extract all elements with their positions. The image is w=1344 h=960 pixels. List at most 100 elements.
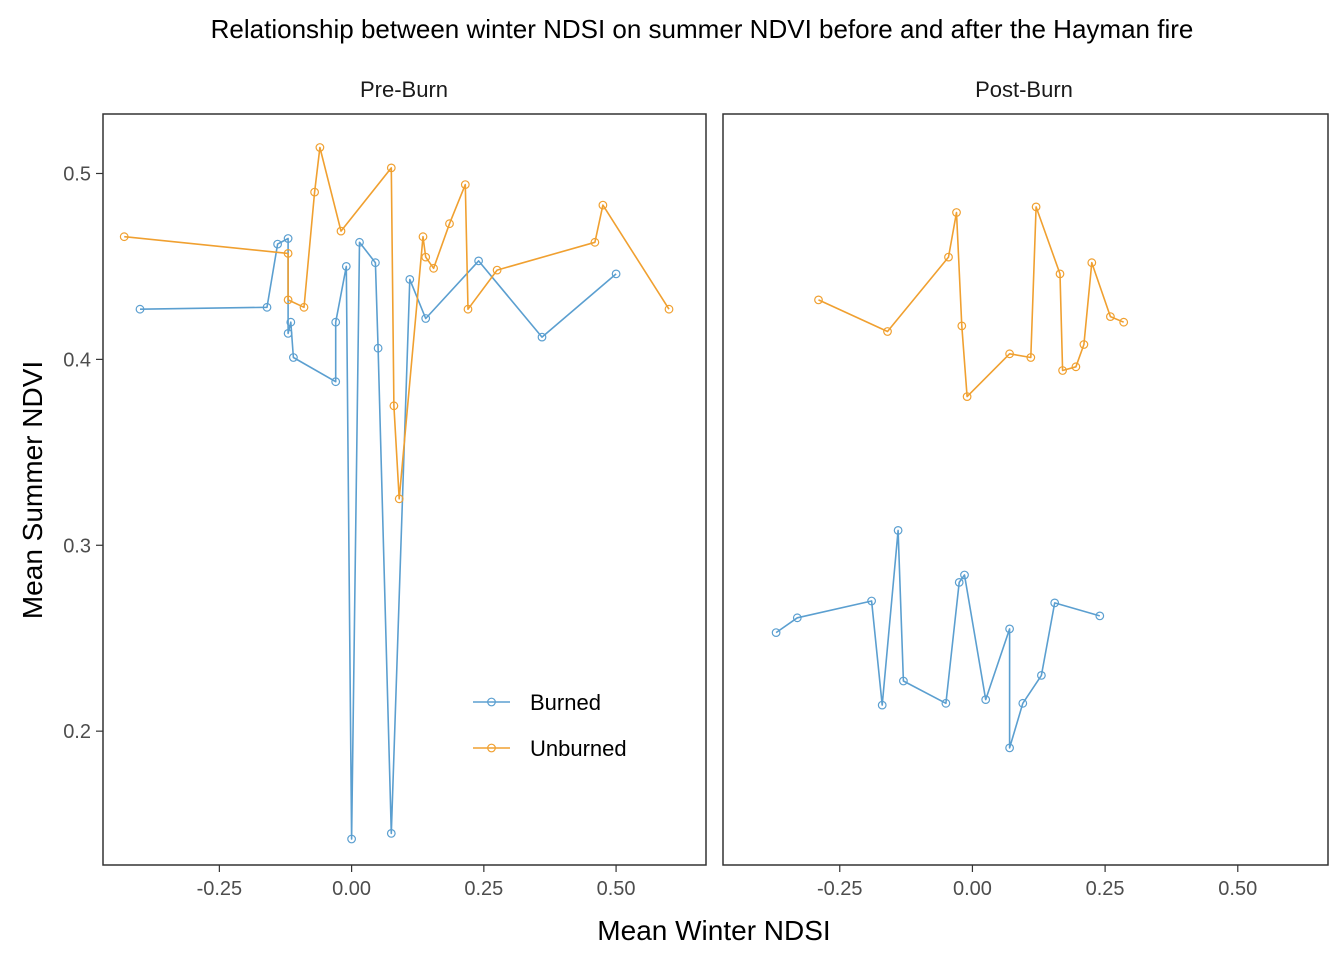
point-pre-burn-unburned-9 bbox=[394, 494, 404, 504]
y-tick-label-1: 0.3 bbox=[63, 535, 91, 557]
point-pre-burn-unburned-7 bbox=[386, 163, 396, 173]
point-post-burn-burned-5 bbox=[899, 676, 908, 686]
point-post-burn-unburned-10 bbox=[1058, 366, 1067, 375]
point-post-burn-burned-9 bbox=[981, 695, 991, 704]
point-post-burn-unburned-8 bbox=[1031, 202, 1041, 212]
point-pre-burn-burned-5 bbox=[286, 317, 296, 327]
y-tick-label-3: 0.5 bbox=[63, 163, 91, 185]
point-post-burn-burned-11 bbox=[1005, 743, 1014, 753]
legend-label-burned: Burned bbox=[530, 690, 601, 715]
point-post-burn-burned-2 bbox=[867, 596, 876, 606]
series-pre-burn-unburned bbox=[119, 143, 674, 504]
point-pre-burn-burned-16 bbox=[421, 314, 431, 323]
series-line-pre-burn-unburned bbox=[124, 146, 670, 500]
point-post-burn-unburned-1 bbox=[883, 327, 892, 336]
point-pre-burn-unburned-14 bbox=[460, 180, 470, 190]
point-post-burn-unburned-9 bbox=[1055, 269, 1065, 279]
x-tick-label-pre-burn-3: 0.50 bbox=[597, 878, 636, 900]
point-post-burn-unburned-3 bbox=[952, 208, 961, 217]
point-pre-burn-unburned-17 bbox=[590, 237, 600, 247]
point-pre-burn-unburned-16 bbox=[492, 265, 502, 275]
series-line-post-burn-unburned bbox=[818, 206, 1125, 398]
point-pre-burn-unburned-3 bbox=[299, 302, 309, 312]
y-tick-label-2: 0.4 bbox=[63, 349, 91, 371]
point-post-burn-unburned-0 bbox=[814, 295, 823, 305]
point-pre-burn-burned-14 bbox=[386, 829, 396, 838]
panel-frame-post-burn bbox=[722, 113, 1329, 866]
series-post-burn-burned bbox=[771, 526, 1105, 753]
chart-title: Relationship between winter NDSI on summ… bbox=[211, 14, 1194, 44]
point-post-burn-burned-14 bbox=[1050, 598, 1060, 608]
point-pre-burn-unburned-6 bbox=[336, 226, 346, 236]
x-tick-label-post-burn-3: 0.50 bbox=[1218, 878, 1257, 900]
point-pre-burn-burned-18 bbox=[537, 332, 547, 342]
point-pre-burn-unburned-8 bbox=[389, 401, 399, 411]
point-pre-burn-unburned-1 bbox=[283, 248, 293, 258]
x-tick-label-post-burn-1: 0.00 bbox=[953, 878, 992, 900]
point-post-burn-burned-0 bbox=[771, 628, 781, 637]
point-pre-burn-burned-19 bbox=[611, 269, 621, 279]
point-pre-burn-burned-0 bbox=[135, 304, 145, 314]
x-tick-label-post-burn-2: 0.25 bbox=[1086, 878, 1125, 900]
x-axis-title: Mean Winter NDSI bbox=[597, 915, 830, 946]
point-post-burn-burned-1 bbox=[792, 613, 802, 623]
point-post-burn-burned-8 bbox=[960, 570, 969, 580]
point-post-burn-burned-15 bbox=[1095, 611, 1105, 621]
x-tick-label-pre-burn-1: 0.00 bbox=[332, 878, 371, 900]
y-axis-title: Mean Summer NDVI bbox=[17, 361, 48, 619]
point-post-burn-burned-13 bbox=[1036, 671, 1046, 680]
point-post-burn-unburned-15 bbox=[1119, 317, 1129, 327]
point-pre-burn-unburned-0 bbox=[119, 232, 129, 242]
point-post-burn-unburned-11 bbox=[1071, 362, 1081, 372]
legend: Burned Unburned bbox=[473, 690, 627, 761]
point-post-burn-unburned-13 bbox=[1087, 258, 1097, 268]
point-post-burn-burned-7 bbox=[954, 578, 964, 587]
panel-strip-post-burn: Post-Burn bbox=[975, 77, 1073, 102]
point-pre-burn-unburned-12 bbox=[429, 263, 439, 273]
point-pre-burn-burned-6 bbox=[289, 353, 298, 362]
point-post-burn-unburned-5 bbox=[962, 392, 972, 402]
point-pre-burn-burned-2 bbox=[273, 239, 283, 249]
point-post-burn-unburned-7 bbox=[1026, 353, 1036, 362]
point-pre-burn-burned-8 bbox=[331, 317, 341, 327]
point-post-burn-unburned-6 bbox=[1005, 349, 1014, 359]
point-pre-burn-burned-13 bbox=[373, 343, 383, 353]
point-post-burn-unburned-12 bbox=[1079, 340, 1089, 349]
point-pre-burn-unburned-5 bbox=[315, 143, 325, 152]
point-pre-burn-unburned-4 bbox=[310, 187, 320, 197]
point-pre-burn-burned-3 bbox=[283, 234, 293, 243]
point-pre-burn-burned-7 bbox=[331, 377, 341, 387]
point-post-burn-unburned-2 bbox=[944, 252, 953, 262]
point-pre-burn-burned-17 bbox=[474, 256, 484, 266]
point-pre-burn-unburned-2 bbox=[283, 295, 293, 305]
legend-key-point-burned bbox=[487, 697, 496, 707]
point-pre-burn-burned-10 bbox=[347, 834, 357, 844]
point-pre-burn-unburned-11 bbox=[421, 252, 431, 262]
point-pre-burn-burned-12 bbox=[371, 258, 380, 268]
point-pre-burn-burned-4 bbox=[283, 329, 293, 338]
legend-item-burned: Burned bbox=[473, 690, 601, 715]
panel-frame-pre-burn bbox=[102, 113, 707, 866]
panel-strip-pre-burn: Pre-Burn bbox=[360, 77, 448, 102]
point-post-burn-unburned-14 bbox=[1105, 312, 1115, 322]
x-tick-label-pre-burn-0: -0.25 bbox=[197, 878, 243, 900]
x-tick-label-post-burn-0: -0.25 bbox=[817, 878, 863, 900]
point-post-burn-burned-6 bbox=[941, 698, 951, 708]
point-post-burn-burned-10 bbox=[1005, 624, 1014, 634]
chart-axes: -0.25 0.00 0.25 0.50 0.2 0.3 0.4 0.5 -0.25 0.00 0.… bbox=[63, 163, 1257, 900]
x-tick-label-pre-burn-2: 0.25 bbox=[464, 878, 503, 900]
legend-label-unburned: Unburned bbox=[530, 736, 627, 761]
point-pre-burn-unburned-15 bbox=[463, 304, 473, 314]
point-pre-burn-burned-1 bbox=[262, 302, 272, 312]
point-pre-burn-burned-9 bbox=[341, 262, 351, 271]
point-pre-burn-burned-11 bbox=[355, 237, 364, 247]
point-pre-burn-unburned-13 bbox=[445, 219, 454, 229]
series-post-burn-unburned bbox=[814, 202, 1129, 402]
point-post-burn-burned-3 bbox=[877, 700, 887, 710]
point-pre-burn-burned-15 bbox=[405, 275, 415, 284]
chart-marks bbox=[119, 143, 1129, 844]
point-pre-burn-unburned-10 bbox=[418, 232, 428, 242]
legend-item-unburned: Unburned bbox=[473, 736, 627, 761]
series-line-post-burn-burned bbox=[775, 529, 1101, 749]
